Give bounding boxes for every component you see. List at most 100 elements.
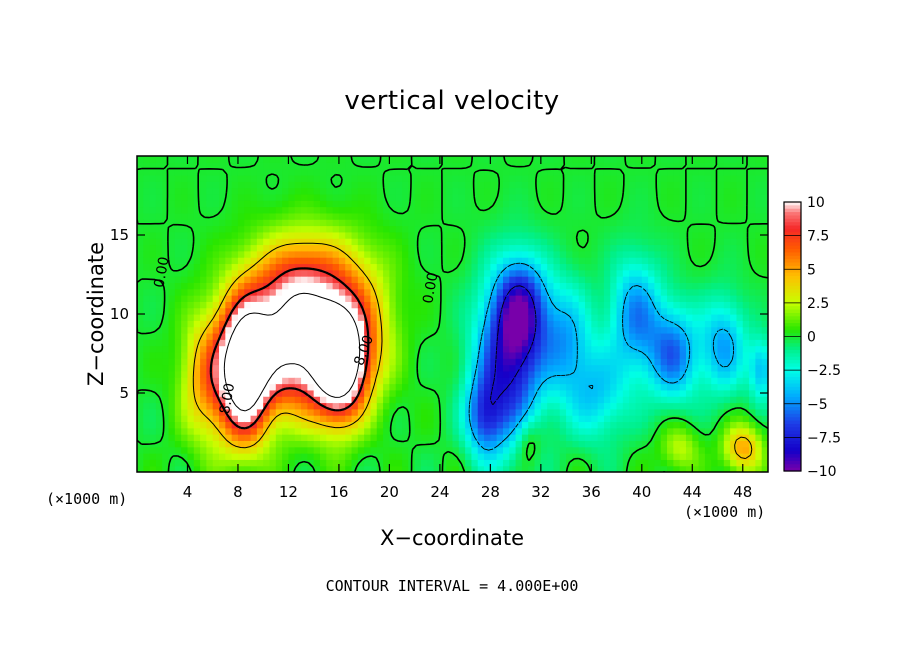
field-cell — [610, 465, 618, 472]
field-cell — [521, 212, 529, 220]
field-cell — [585, 453, 592, 460]
field-cell — [357, 225, 365, 233]
field-cell — [742, 250, 750, 258]
field-cell — [237, 434, 245, 441]
field-cell — [269, 326, 277, 334]
field-cell — [288, 351, 296, 359]
field-cell — [433, 465, 441, 472]
field-cell — [635, 250, 643, 258]
field-cell — [730, 383, 738, 391]
field-cell — [559, 257, 567, 265]
field-cell — [420, 225, 428, 233]
field-cell — [597, 301, 605, 309]
field-cell — [332, 358, 340, 366]
field-cell — [193, 269, 201, 277]
field-cell — [534, 263, 542, 271]
field-cell — [540, 364, 548, 372]
field-cell — [326, 301, 334, 309]
field-cell — [313, 231, 321, 239]
field-cell — [439, 193, 447, 201]
field-cell — [162, 219, 170, 227]
field-cell — [427, 219, 435, 227]
field-cell — [534, 446, 542, 454]
field-cell — [629, 276, 637, 283]
field-cell — [572, 219, 580, 227]
field-cell — [383, 288, 390, 296]
field-cell — [502, 440, 510, 448]
field-cell — [433, 351, 441, 359]
field-cell — [528, 383, 536, 391]
field-cell — [496, 174, 504, 182]
field-cell — [711, 440, 719, 448]
field-cell — [761, 250, 768, 258]
field-cell — [439, 396, 447, 404]
field-cell — [414, 174, 422, 182]
field-cell — [370, 269, 378, 277]
field-cell — [181, 320, 189, 328]
field-cell — [338, 187, 346, 195]
field-cell — [572, 307, 580, 315]
field-cell — [212, 440, 220, 448]
field-cell — [540, 257, 548, 265]
field-cell — [345, 225, 353, 233]
field-cell — [244, 162, 252, 170]
field-cell — [427, 225, 435, 233]
field-cell — [326, 320, 334, 328]
field-cell — [250, 446, 258, 454]
field-cell — [452, 415, 460, 423]
field-cell — [168, 168, 176, 176]
field-cell — [597, 440, 605, 448]
field-cell — [256, 339, 264, 347]
field-cell — [755, 225, 763, 233]
field-cell — [679, 238, 687, 246]
field-cell — [585, 276, 592, 283]
field-cell — [338, 421, 346, 429]
field-cell — [749, 238, 756, 246]
field-cell — [749, 269, 756, 277]
field-cell — [679, 168, 687, 176]
field-cell — [143, 162, 151, 170]
field-cell — [244, 193, 252, 201]
field-cell — [717, 440, 725, 448]
field-cell — [395, 421, 403, 429]
field-cell — [540, 231, 548, 239]
field-cell — [364, 181, 372, 189]
field-cell — [206, 440, 214, 448]
field-cell — [597, 351, 605, 359]
field-cell — [364, 219, 372, 227]
field-cell — [402, 193, 409, 201]
field-cell — [603, 282, 611, 290]
field-cell — [301, 282, 308, 290]
field-cell — [603, 377, 611, 385]
field-cell — [326, 250, 334, 258]
field-cell — [351, 389, 359, 397]
field-cell — [168, 162, 176, 170]
field-cell — [755, 383, 763, 391]
field-cell — [332, 351, 340, 359]
field-cell — [433, 415, 441, 423]
field-cell — [616, 187, 624, 195]
field-cell — [547, 156, 555, 163]
field-cell — [439, 212, 447, 220]
field-cell — [521, 421, 529, 429]
field-cell — [559, 326, 567, 334]
field-cell — [313, 295, 321, 302]
field-cell — [540, 370, 548, 378]
field-cell — [219, 200, 226, 208]
field-cell — [402, 459, 409, 467]
field-cell — [137, 421, 144, 429]
field-cell — [244, 377, 252, 385]
field-cell — [439, 415, 447, 423]
field-cell — [679, 314, 687, 321]
field-cell — [534, 358, 542, 366]
field-cell — [301, 250, 308, 258]
field-cell — [521, 250, 529, 258]
field-cell — [471, 244, 479, 252]
field-cell — [225, 219, 233, 227]
field-cell — [477, 364, 485, 372]
field-cell — [730, 231, 738, 239]
field-cell — [648, 421, 656, 429]
field-cell — [673, 193, 681, 201]
field-cell — [603, 181, 611, 189]
field-cell — [357, 408, 365, 416]
